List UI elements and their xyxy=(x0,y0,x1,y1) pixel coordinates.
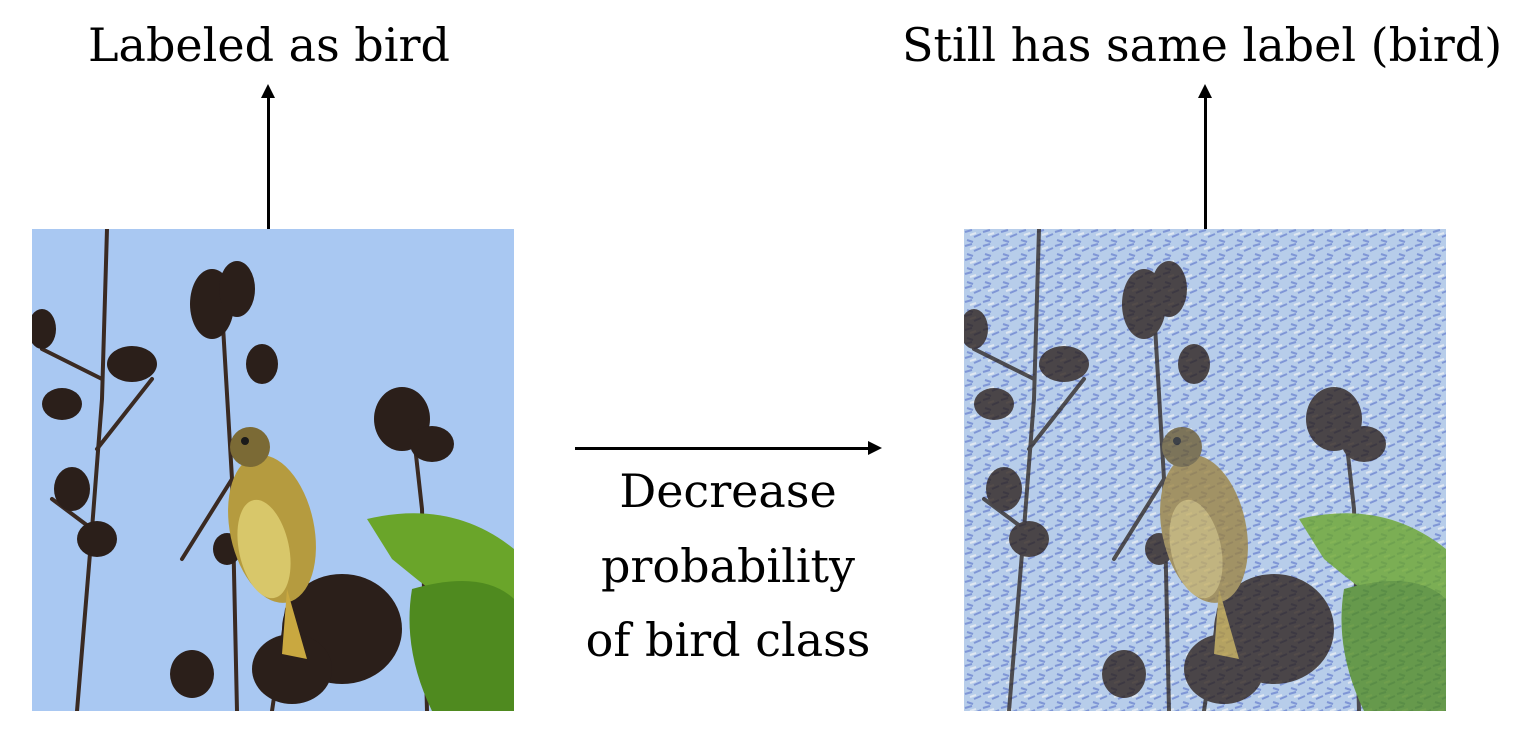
original-bird-photo xyxy=(32,229,514,711)
perturbed-image-label: Still has same label (bird) xyxy=(902,18,1503,72)
transform-caption-line-3: of bird class xyxy=(585,613,871,667)
arrow-up-icon xyxy=(261,84,275,229)
arrow-right-icon xyxy=(575,441,882,455)
original-image-label: Labeled as bird xyxy=(88,18,450,72)
arrow-up-icon xyxy=(1198,84,1212,229)
transform-caption-line-1: Decrease xyxy=(619,464,837,518)
transform-caption-line-2: probability xyxy=(600,539,856,593)
perturbed-bird-photo xyxy=(964,229,1446,711)
